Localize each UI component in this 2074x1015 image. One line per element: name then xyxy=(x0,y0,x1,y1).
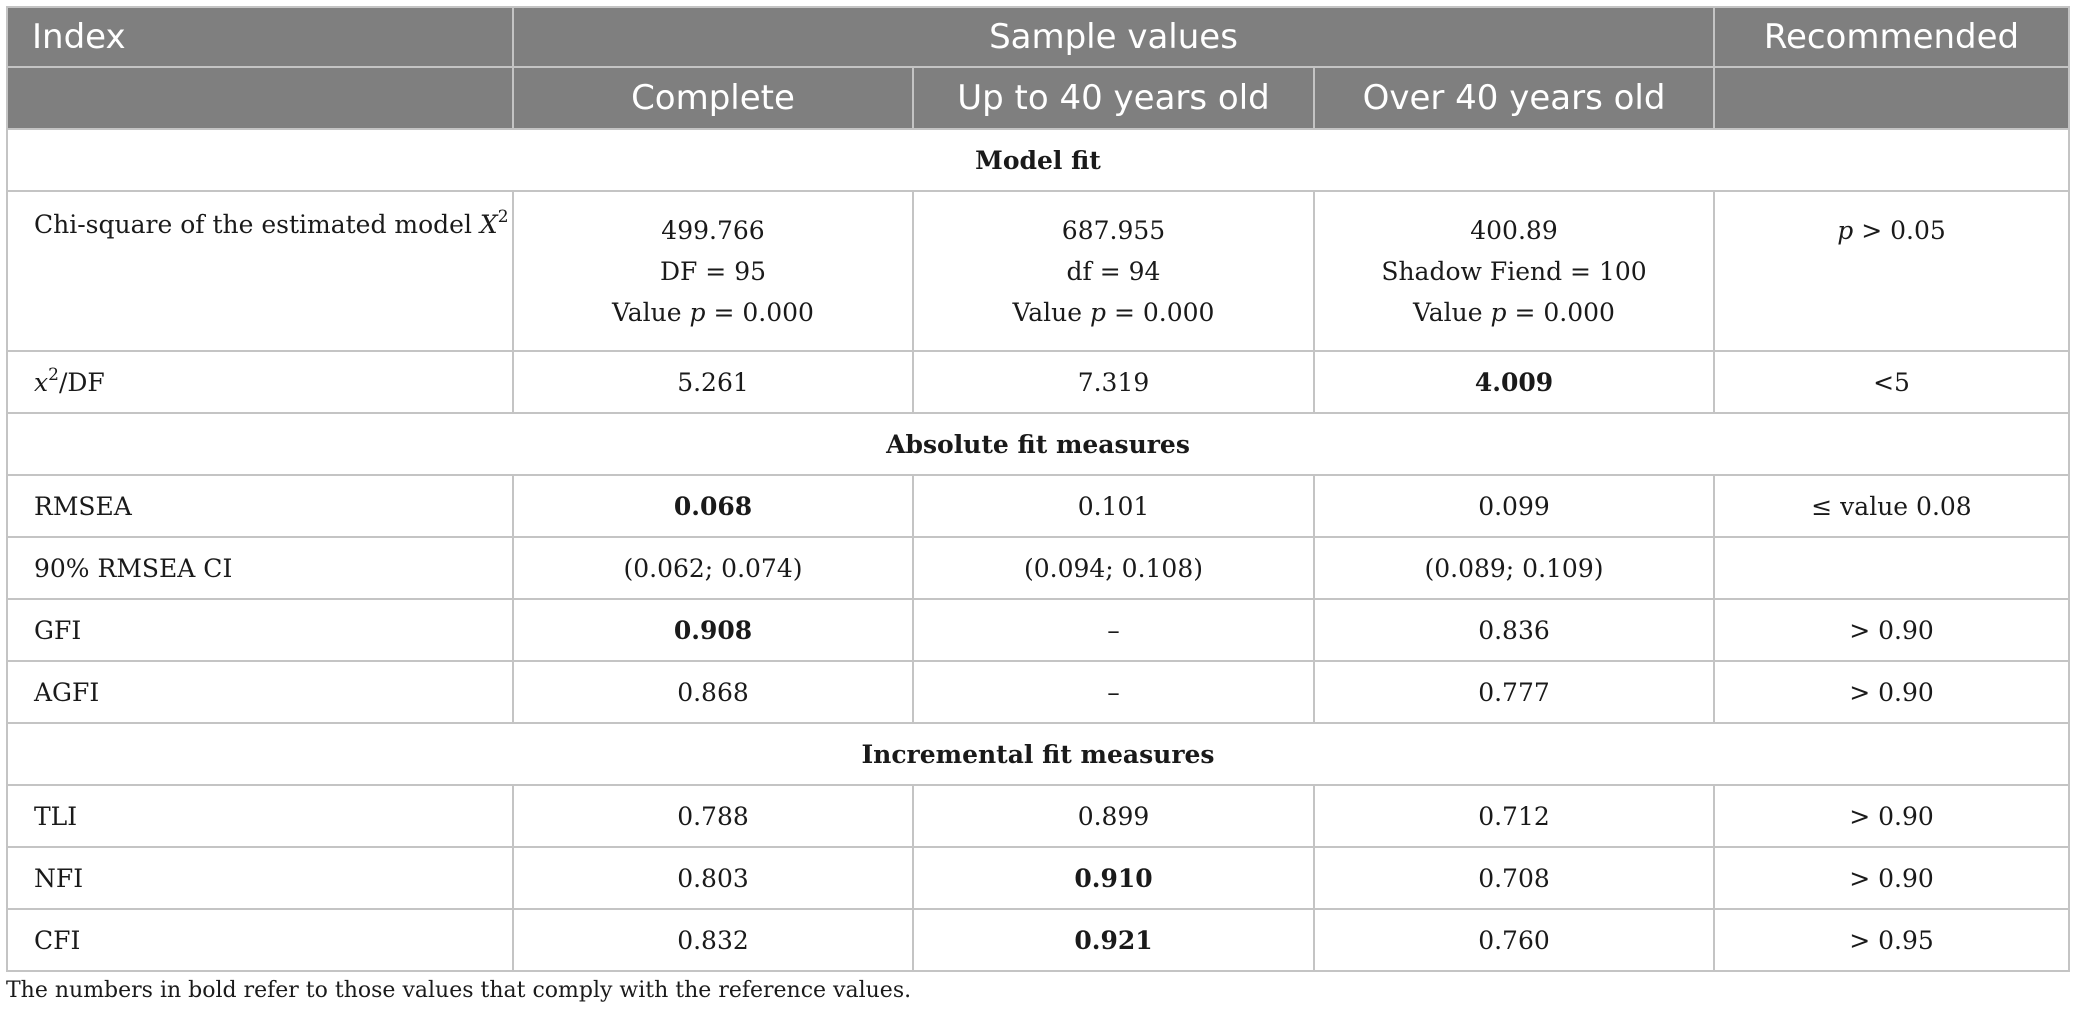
rmsea-up-to-40: 0.101 xyxy=(912,474,1315,538)
table-row-gfi: GFI 0.908 – 0.836 > 0.90 xyxy=(6,598,2070,662)
fit-indices-table: Index Sample values Recommended Complete… xyxy=(6,6,2070,972)
table-row-agfi: AGFI 0.868 – 0.777 > 0.90 xyxy=(6,660,2070,724)
tli-complete: 0.788 xyxy=(512,784,914,848)
cfi-over-40: 0.760 xyxy=(1313,908,1715,972)
rmsea-complete: 0.068 xyxy=(512,474,914,538)
chi-up-to-40-p: Value p = 0.000 xyxy=(1012,298,1215,327)
chi-over-40-df: Shadow Fiend = 100 xyxy=(1381,257,1647,286)
tli-over-40: 0.712 xyxy=(1313,784,1715,848)
chi-up-to-40-value: 687.955 xyxy=(1061,216,1166,245)
header-over-40: Over 40 years old xyxy=(1313,66,1715,130)
cfi-recommended: > 0.95 xyxy=(1713,908,2070,972)
row-label-agfi: AGFI xyxy=(6,660,514,724)
gfi-up-to-40: – xyxy=(912,598,1315,662)
nfi-recommended: > 0.90 xyxy=(1713,846,2070,910)
header-row-2: Complete Up to 40 years old Over 40 year… xyxy=(6,66,2070,130)
rmsea-ci-over-40: (0.089; 0.109) xyxy=(1313,536,1715,600)
table-row-nfi: NFI 0.803 0.910 0.708 > 0.90 xyxy=(6,846,2070,910)
section-title-model-fit: Model fit xyxy=(6,128,2070,192)
table-row-x2-df: x2/DF 5.261 7.319 4.009 <5 xyxy=(6,350,2070,414)
chi-complete-cell: 499.766 DF = 95 Value p = 0.000 xyxy=(512,190,914,352)
row-label-gfi: GFI xyxy=(6,598,514,662)
chi-complete-value: 499.766 xyxy=(661,216,765,245)
tli-up-to-40: 0.899 xyxy=(912,784,1315,848)
row-label-chi-square: Chi-square of the estimated model X2 xyxy=(6,190,514,352)
chi-recommended-cell: p > 0.05 xyxy=(1713,190,2070,352)
table-row-rmsea-ci: 90% RMSEA CI (0.062; 0.074) (0.094; 0.10… xyxy=(6,536,2070,600)
rmsea-ci-recommended xyxy=(1713,536,2070,600)
gfi-recommended: > 0.90 xyxy=(1713,598,2070,662)
section-title-incremental: Incremental fit measures xyxy=(6,722,2070,786)
row-label-rmsea-ci: 90% RMSEA CI xyxy=(6,536,514,600)
chi-up-to-40-cell: 687.955 df = 94 Value p = 0.000 xyxy=(912,190,1315,352)
table-row-tli: TLI 0.788 0.899 0.712 > 0.90 xyxy=(6,784,2070,848)
section-title-absolute: Absolute fit measures xyxy=(6,412,2070,476)
table-row-chi-square: Chi-square of the estimated model X2 499… xyxy=(6,190,2070,352)
agfi-recommended: > 0.90 xyxy=(1713,660,2070,724)
header-sample-values: Sample values xyxy=(512,6,1715,68)
nfi-up-to-40: 0.910 xyxy=(912,846,1315,910)
rmsea-over-40: 0.099 xyxy=(1313,474,1715,538)
gfi-complete: 0.908 xyxy=(512,598,914,662)
chi-complete-df: DF = 95 xyxy=(659,257,767,286)
chi-label-sup: 2 xyxy=(497,207,509,227)
agfi-over-40: 0.777 xyxy=(1313,660,1715,724)
chi-over-40-p: Value p = 0.000 xyxy=(1413,298,1615,327)
table-footnote: The numbers in bold refer to those value… xyxy=(6,978,912,1003)
table-body: Model fit Chi-square of the estimated mo… xyxy=(6,128,2070,972)
chi-label-var: X xyxy=(479,210,498,239)
row-label-rmsea: RMSEA xyxy=(6,474,514,538)
chi-over-40-value: 400.89 xyxy=(1470,216,1558,245)
section-row-model-fit: Model fit xyxy=(6,128,2070,192)
rmsea-ci-up-to-40: (0.094; 0.108) xyxy=(912,536,1315,600)
fit-indices-table-container: Index Sample values Recommended Complete… xyxy=(6,6,2070,972)
header-empty-left xyxy=(6,66,514,130)
chi-up-to-40-df: df = 94 xyxy=(1066,257,1161,286)
rmsea-ci-complete: (0.062; 0.074) xyxy=(512,536,914,600)
chi-rec-suffix: > 0.05 xyxy=(1861,216,1946,245)
header-row-1: Index Sample values Recommended xyxy=(6,6,2070,68)
x2df-recommended: <5 xyxy=(1713,350,2070,414)
table-row-cfi: CFI 0.832 0.921 0.760 > 0.95 xyxy=(6,908,2070,972)
agfi-up-to-40: – xyxy=(912,660,1315,724)
chi-rec-var: p xyxy=(1837,216,1854,245)
gfi-over-40: 0.836 xyxy=(1313,598,1715,662)
chi-over-40-cell: 400.89 Shadow Fiend = 100 Value p = 0.00… xyxy=(1313,190,1715,352)
header-complete: Complete xyxy=(512,66,914,130)
x2df-up-to-40: 7.319 xyxy=(912,350,1315,414)
row-label-nfi: NFI xyxy=(6,846,514,910)
nfi-over-40: 0.708 xyxy=(1313,846,1715,910)
row-label-cfi: CFI xyxy=(6,908,514,972)
x2df-complete: 5.261 xyxy=(512,350,914,414)
table-header: Index Sample values Recommended Complete… xyxy=(6,6,2070,130)
header-up-to-40: Up to 40 years old xyxy=(912,66,1315,130)
row-label-tli: TLI xyxy=(6,784,514,848)
header-recommended: Recommended xyxy=(1713,6,2070,68)
agfi-complete: 0.868 xyxy=(512,660,914,724)
rmsea-recommended: ≤ value 0.08 xyxy=(1713,474,2070,538)
cfi-complete: 0.832 xyxy=(512,908,914,972)
section-row-incremental: Incremental fit measures xyxy=(6,722,2070,786)
table-row-rmsea: RMSEA 0.068 0.101 0.099 ≤ value 0.08 xyxy=(6,474,2070,538)
header-empty-right xyxy=(1713,66,2070,130)
chi-complete-p: Value p = 0.000 xyxy=(612,298,814,327)
tli-recommended: > 0.90 xyxy=(1713,784,2070,848)
row-label-x2-df: x2/DF xyxy=(6,350,514,414)
section-row-absolute: Absolute fit measures xyxy=(6,412,2070,476)
chi-label-text: Chi-square of the estimated model xyxy=(34,210,472,239)
header-index: Index xyxy=(6,6,514,68)
x2df-over-40: 4.009 xyxy=(1313,350,1715,414)
cfi-up-to-40: 0.921 xyxy=(912,908,1315,972)
nfi-complete: 0.803 xyxy=(512,846,914,910)
